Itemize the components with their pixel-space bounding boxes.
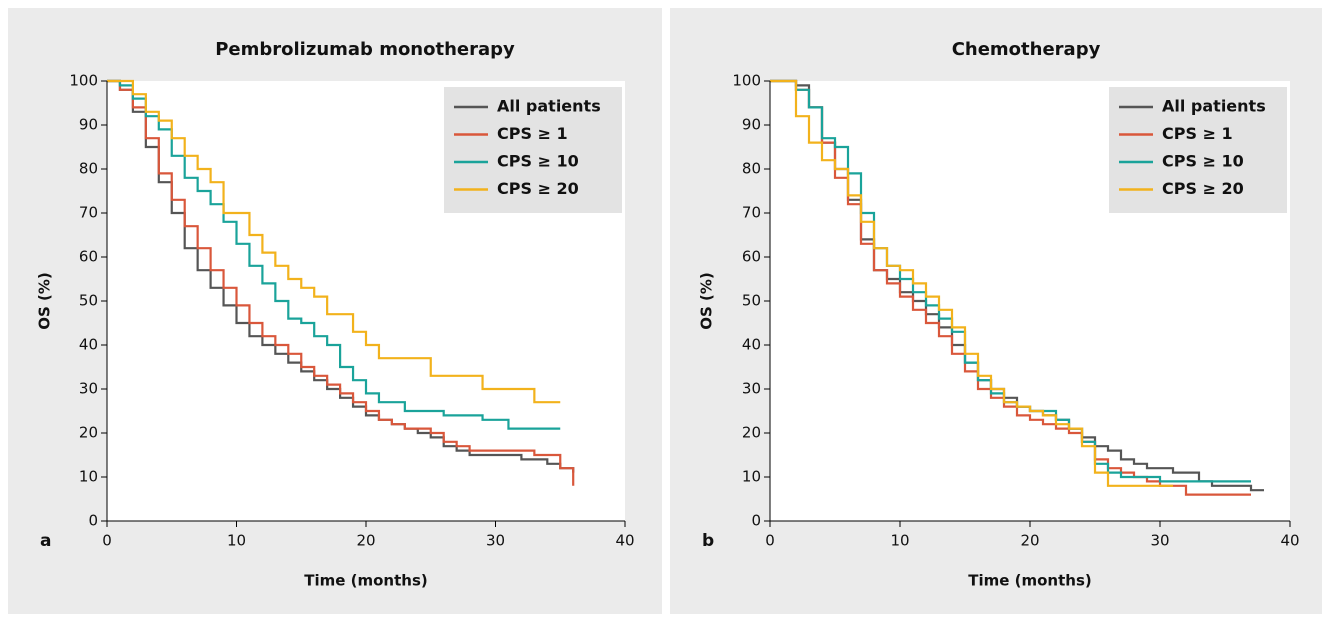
- x-axis-label: Time (months): [304, 572, 428, 590]
- legend-label: CPS ≥ 1: [497, 124, 568, 143]
- survival-curve: [107, 79, 575, 486]
- panel-label: a: [40, 531, 51, 551]
- survival-curve: [770, 79, 1251, 483]
- x-tick-label: 30: [1150, 532, 1169, 550]
- chart-title: Pembrolizumab monotherapy: [215, 39, 515, 60]
- legend-label: CPS ≥ 10: [497, 152, 579, 171]
- y-tick-label: 0: [751, 512, 761, 530]
- y-tick-label: 100: [69, 72, 98, 90]
- legend-label: CPS ≥ 20: [1162, 179, 1244, 198]
- y-tick-label: 30: [79, 380, 98, 398]
- legend-label: All patients: [497, 97, 601, 116]
- y-tick-label: 70: [79, 204, 98, 222]
- survival-curve: [107, 79, 561, 404]
- y-axis-label: OS (%): [698, 272, 716, 330]
- y-tick-label: 40: [79, 336, 98, 354]
- y-tick-label: 20: [79, 424, 98, 442]
- x-tick-label: 20: [1020, 532, 1039, 550]
- y-tick-label: 20: [742, 424, 761, 442]
- y-tick-label: 90: [742, 116, 761, 134]
- y-tick-label: 50: [79, 292, 98, 310]
- x-tick-label: 40: [1280, 532, 1299, 550]
- y-tick-label: 60: [79, 248, 98, 266]
- legend-label: CPS ≥ 20: [497, 179, 579, 198]
- y-tick-label: 100: [732, 72, 761, 90]
- y-tick-label: 0: [88, 512, 98, 530]
- y-tick-label: 50: [742, 292, 761, 310]
- survival-curve: [770, 79, 1173, 487]
- panel-label: b: [702, 531, 714, 551]
- legend-label: CPS ≥ 1: [1162, 124, 1233, 143]
- y-tick-label: 90: [79, 116, 98, 134]
- y-tick-label: 40: [742, 336, 761, 354]
- y-tick-label: 10: [742, 468, 761, 486]
- chart-title: Chemotherapy: [952, 39, 1101, 60]
- y-axis-label: OS (%): [36, 272, 54, 330]
- y-tick-label: 70: [742, 204, 761, 222]
- x-tick-label: 30: [486, 532, 505, 550]
- y-tick-label: 80: [742, 160, 761, 178]
- y-tick-label: 60: [742, 248, 761, 266]
- x-tick-label: 40: [615, 532, 634, 550]
- legend-label: CPS ≥ 10: [1162, 152, 1244, 171]
- y-tick-label: 80: [79, 160, 98, 178]
- x-tick-label: 20: [356, 532, 375, 550]
- y-tick-label: 30: [742, 380, 761, 398]
- x-tick-label: 0: [765, 532, 775, 550]
- legend-label: All patients: [1162, 97, 1266, 116]
- x-tick-label: 0: [102, 532, 112, 550]
- x-tick-label: 10: [227, 532, 246, 550]
- y-tick-label: 10: [79, 468, 98, 486]
- x-axis-label: Time (months): [968, 572, 1092, 590]
- survival-curve: [107, 79, 561, 430]
- x-tick-label: 10: [890, 532, 909, 550]
